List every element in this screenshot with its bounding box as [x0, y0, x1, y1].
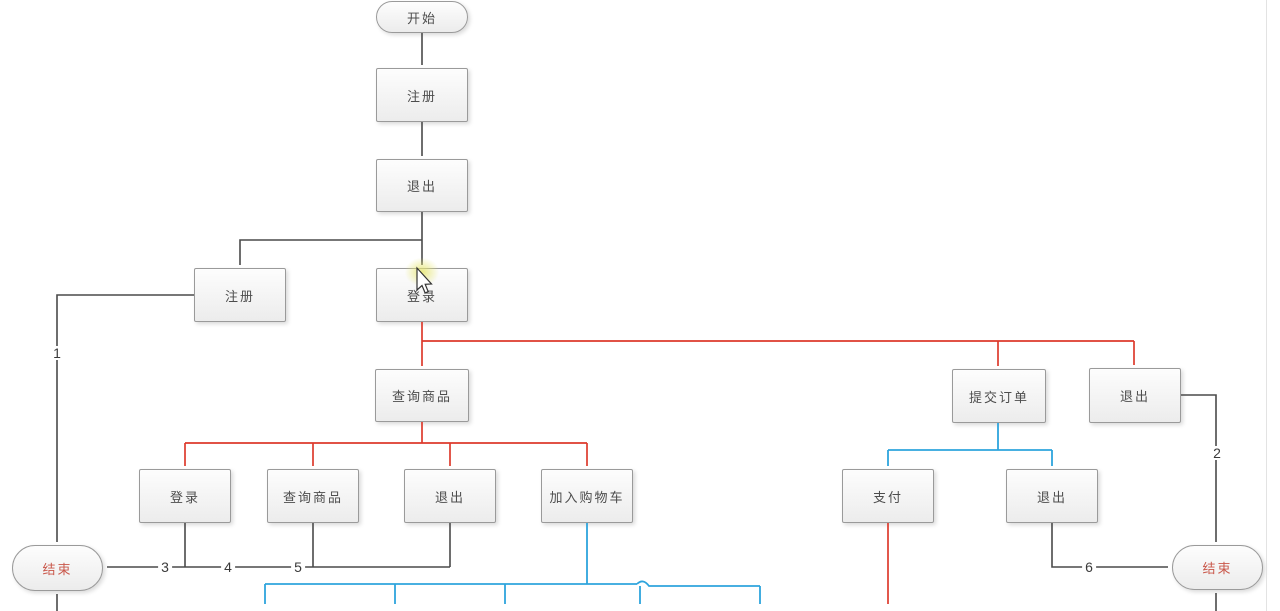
- edge-query-branch: [184, 422, 588, 466]
- node-logout-1[interactable]: 退出: [376, 159, 468, 212]
- node-label: 加入购物车: [549, 489, 625, 505]
- node-label: 支付: [872, 489, 903, 505]
- node-query-products-2[interactable]: 查询商品: [267, 469, 359, 523]
- node-label: 退出: [1036, 489, 1067, 505]
- canvas-edge-divider: [1266, 0, 1267, 611]
- edge-label-6: 6: [1082, 560, 1096, 574]
- node-login-1[interactable]: 登录: [376, 268, 468, 322]
- node-label: 退出: [434, 489, 465, 505]
- edge-login-branch-right: [422, 340, 1135, 366]
- node-register-2[interactable]: 注册: [194, 268, 286, 322]
- edge-label-2: 2: [1210, 446, 1224, 460]
- node-register-1[interactable]: 注册: [376, 68, 468, 122]
- node-logout-2[interactable]: 退出: [1089, 368, 1181, 423]
- node-end-right[interactable]: 结束: [1172, 545, 1263, 590]
- node-label: 退出: [406, 179, 437, 194]
- node-logout-3[interactable]: 退出: [404, 469, 496, 523]
- node-label: 结束: [42, 561, 73, 577]
- edge-label-4: 4: [221, 560, 235, 574]
- node-query-products-1[interactable]: 查询商品: [375, 369, 469, 422]
- node-label: 提交订单: [968, 389, 1029, 405]
- node-submit-order[interactable]: 提交订单: [952, 369, 1046, 423]
- node-pay[interactable]: 支付: [842, 469, 934, 523]
- node-label: 登录: [169, 489, 200, 505]
- node-login-2[interactable]: 登录: [139, 469, 231, 523]
- edge-label-3: 3: [158, 560, 172, 574]
- edge-logout-to-register2: [239, 239, 422, 265]
- node-add-to-cart[interactable]: 加入购物车: [541, 469, 633, 523]
- edge-label-5: 5: [291, 560, 305, 574]
- edge-submit-order-branch: [887, 423, 1053, 466]
- node-label: 查询商品: [282, 489, 343, 505]
- edge-logout2-to-end-right: [1181, 394, 1217, 542]
- node-logout-4[interactable]: 退出: [1006, 469, 1098, 523]
- node-label: 开始: [406, 10, 437, 26]
- node-label: 查询商品: [391, 389, 452, 404]
- node-end-left[interactable]: 结束: [12, 545, 103, 591]
- edge-label-1: 1: [50, 346, 64, 360]
- node-start[interactable]: 开始: [376, 1, 468, 33]
- node-label: 注册: [224, 288, 255, 304]
- node-label: 退出: [1119, 389, 1150, 404]
- node-label: 登录: [406, 288, 437, 304]
- node-label: 结束: [1202, 561, 1233, 576]
- node-label: 注册: [406, 88, 437, 104]
- edge-add-to-cart-branch: [264, 523, 761, 604]
- edge-logout4-to-end-right: [1051, 523, 1168, 568]
